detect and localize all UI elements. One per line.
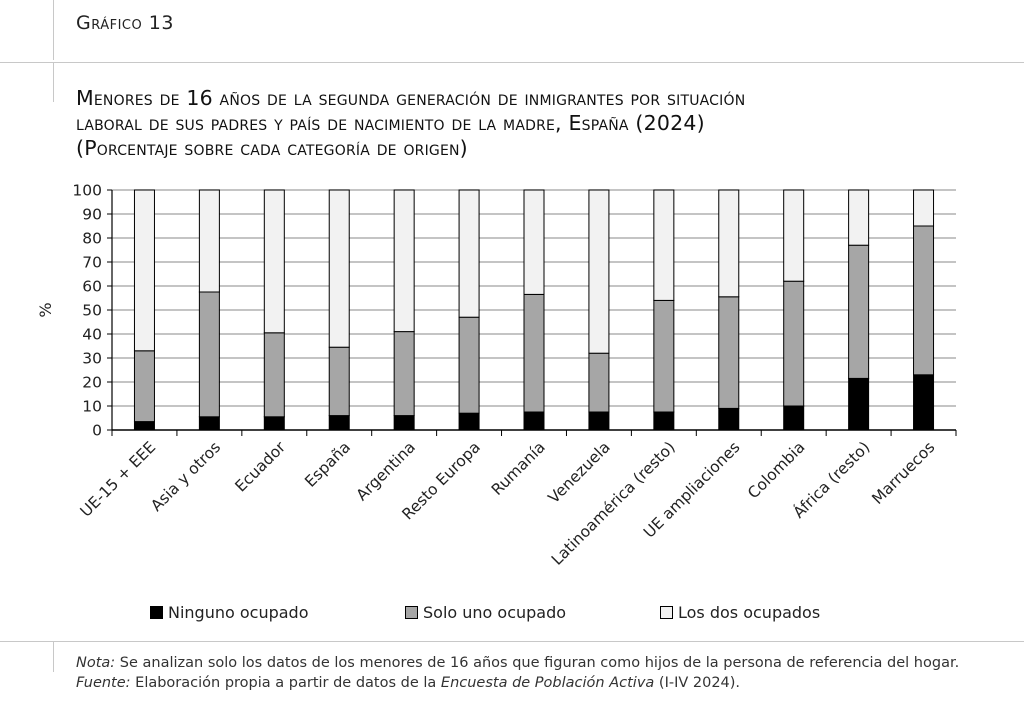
x-tick-label: Asia y otros (147, 438, 224, 515)
x-tick-label: Marruecos (869, 438, 939, 508)
bar-segment (133, 421, 155, 431)
top-left-divider (53, 0, 54, 60)
bar-segment (913, 189, 935, 227)
legend-item-solo-uno: Solo uno ocupado (405, 603, 566, 622)
legend-item-ninguno: Ninguno ocupado (150, 603, 309, 622)
bar-segment (848, 244, 870, 379)
legend-swatch-los-dos (660, 606, 673, 619)
bar-segment (783, 405, 805, 431)
x-tick-label: Venezuela (545, 438, 614, 507)
legend-swatch-ninguno (150, 606, 163, 619)
bar-segment (263, 189, 285, 334)
title-left-divider (53, 62, 54, 102)
x-tick-label: Ecuador (232, 438, 290, 496)
bar-segment (653, 189, 675, 301)
x-tick-label: Argentina (353, 438, 419, 504)
bar-segment (848, 377, 870, 431)
figure-title: Menores de 16 años de la segunda generac… (76, 86, 996, 161)
source-survey-name: Encuesta de Población Activa (440, 675, 655, 691)
x-tick-label: UE-15 + EEE (77, 438, 160, 521)
footer-left-divider (53, 642, 54, 672)
legend-swatch-solo-uno (405, 606, 418, 619)
source-text-post: (I-IV 2024). (654, 675, 741, 691)
figure-label: Gráfico 13 (76, 12, 174, 34)
bar-segment (263, 332, 285, 418)
bar-segment (588, 189, 610, 354)
bar-segment (133, 189, 155, 352)
bar-segment (588, 352, 610, 413)
bar-segment (588, 411, 610, 431)
y-tick-label: 60 (82, 278, 102, 296)
y-tick-label: 20 (82, 374, 102, 392)
legend-item-los-dos: Los dos ocupados (660, 603, 820, 622)
note-text: Se analizan solo los datos de los menore… (115, 655, 960, 671)
y-tick-label: 0 (92, 422, 102, 440)
y-tick-label: 70 (82, 254, 102, 272)
y-tick-label: 80 (82, 230, 102, 248)
bar-segment (718, 189, 740, 298)
legend-label-los-dos: Los dos ocupados (678, 603, 821, 622)
bar-segment (458, 316, 480, 414)
bar-segment (393, 331, 415, 417)
bar-segment (523, 411, 545, 431)
x-tick-label: España (301, 438, 354, 491)
source-label: Fuente: (76, 675, 131, 691)
bar-segment (653, 299, 675, 413)
bar-segment (133, 350, 155, 423)
y-axis-label: % (36, 302, 55, 317)
bar-segment (783, 280, 805, 407)
y-tick-label: 30 (82, 350, 102, 368)
note-line: Nota: Se analizan solo los datos de los … (76, 653, 959, 673)
source-line: Fuente: Elaboración propia a partir de d… (76, 673, 959, 693)
bar-segment (393, 189, 415, 333)
bar-segment (263, 416, 285, 431)
x-tick-label: Rumanía (488, 438, 549, 499)
footer-rule (0, 641, 1024, 642)
bar-segment (328, 189, 350, 348)
bar-segment (393, 415, 415, 431)
bar-segment (198, 189, 220, 293)
bar-segment (523, 293, 545, 413)
figure-notes: Nota: Se analizan solo los datos de los … (76, 653, 959, 693)
bar-segment (198, 291, 220, 418)
y-tick-label: 100 (72, 182, 102, 200)
y-tick-label: 50 (82, 302, 102, 320)
header-rule (0, 62, 1024, 63)
bar-segment (458, 189, 480, 318)
legend-label-ninguno: Ninguno ocupado (168, 603, 309, 622)
legend-label-solo-uno: Solo uno ocupado (423, 603, 567, 622)
bar-segment (783, 189, 805, 282)
title-line-2: laboral de sus padres y país de nacimien… (76, 111, 705, 135)
note-label: Nota: (76, 655, 116, 671)
source-text-pre: Elaboración propia a partir de datos de … (130, 675, 441, 691)
y-tick-label: 10 (82, 398, 102, 416)
y-tick-label: 40 (82, 326, 102, 344)
bar-segment (913, 225, 935, 376)
bar-segment (653, 411, 675, 431)
y-tick-label: 90 (82, 206, 102, 224)
bar-segment (458, 412, 480, 431)
bar-segment (848, 189, 870, 246)
bar-segment (328, 415, 350, 431)
bar-segment (328, 346, 350, 417)
title-line-3: (Porcentaje sobre cada categoría de orig… (76, 136, 468, 160)
x-tick-label: Colombia (744, 438, 808, 502)
bar-segment (523, 189, 545, 295)
x-tick-label: Latinoamérica (resto) (548, 438, 679, 569)
title-line-1: Menores de 16 años de la segunda generac… (76, 86, 746, 110)
chart-legend: Ninguno ocupado Solo uno ocupado Los dos… (0, 603, 1024, 625)
bar-segment (198, 416, 220, 431)
bar-segment (718, 407, 740, 431)
bar-segment (913, 374, 935, 431)
bar-segment (718, 296, 740, 409)
